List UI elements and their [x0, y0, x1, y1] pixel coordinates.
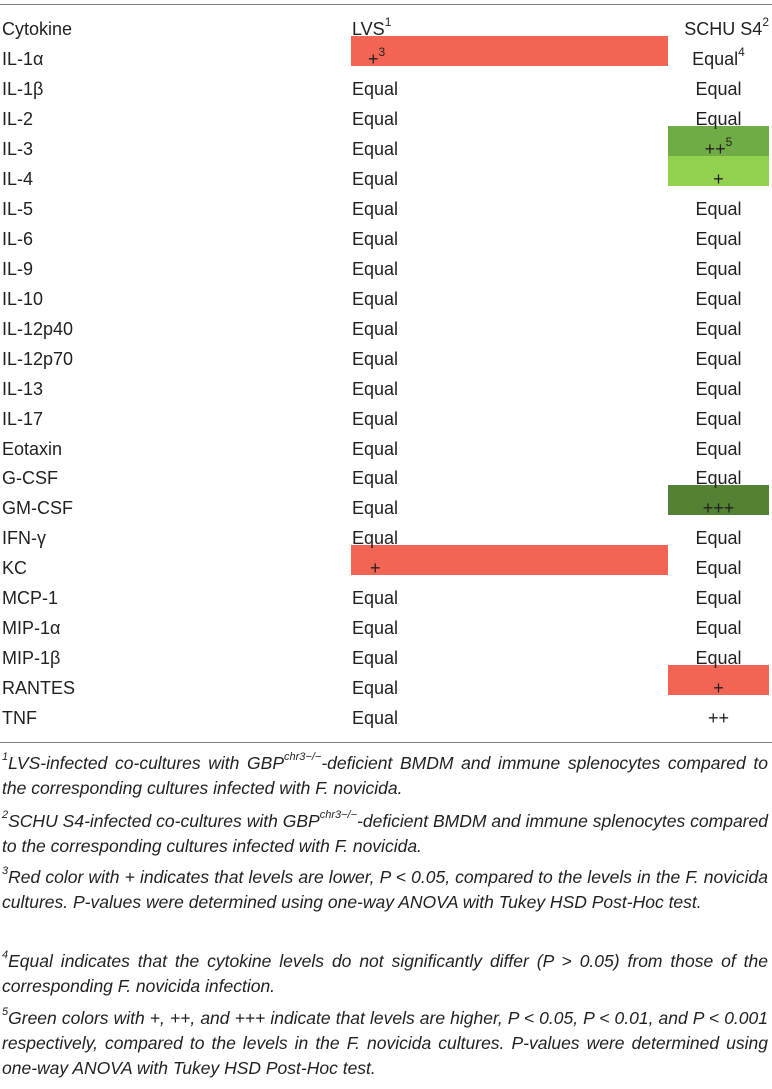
footnote-4: 4Equal indicates that the cytokine level… — [2, 949, 768, 996]
schu-value: + — [713, 678, 724, 698]
lvs-value: Equal — [352, 528, 399, 548]
lvs-value: Equal — [352, 379, 399, 399]
cytokine-name: GM-CSF — [2, 498, 73, 518]
schu-value: ++ — [707, 708, 730, 728]
schu-higher-p05-highlight — [668, 156, 769, 186]
schu-higher-p01-highlight — [668, 126, 769, 156]
schu-value: Equal — [695, 109, 742, 129]
schu-value: Equal — [695, 468, 742, 488]
schu-value: Equal — [695, 648, 742, 668]
cytokine-name: MCP-1 — [2, 588, 59, 608]
bottom-rule — [0, 742, 772, 743]
schu-value: Equal — [695, 409, 742, 429]
cytokine-name: RANTES — [2, 678, 76, 698]
lvs-value: Equal — [352, 618, 399, 638]
cytokine-name: MIP-1α — [2, 618, 61, 638]
cytokine-name: KC — [2, 558, 28, 578]
cytokine-name: IL-2 — [2, 109, 34, 129]
cytokine-name: G-CSF — [2, 468, 58, 488]
lvs-value: Equal — [352, 169, 399, 189]
cytokine-name: IL-9 — [2, 259, 34, 279]
lvs-value: Equal — [352, 229, 399, 249]
cytokine-name: IL-5 — [2, 199, 34, 219]
header-lvs: LVS1 — [352, 15, 392, 39]
lvs-value: +3 — [368, 45, 386, 69]
schu-value: Equal — [695, 319, 742, 339]
lvs-value: Equal — [352, 349, 399, 369]
footnote-3: 3Red color with + indicates that levels … — [2, 865, 768, 912]
schu-value: Equal — [695, 289, 742, 309]
schu-lower-highlight — [668, 665, 769, 695]
schu-value: Equal — [695, 199, 742, 219]
schu-value: +++ — [702, 498, 735, 518]
lvs-value: + — [370, 558, 381, 578]
schu-higher-p001-highlight — [668, 485, 769, 515]
lvs-value: Equal — [352, 498, 399, 518]
lvs-value: Equal — [352, 259, 399, 279]
schu-value: Equal — [695, 528, 742, 548]
lvs-value: Equal — [352, 409, 399, 429]
lvs-value: Equal — [352, 109, 399, 129]
footnote-2: 2SCHU S4-infected co-cultures with GBPch… — [2, 809, 768, 856]
cytokine-name: IL-1β — [2, 79, 44, 99]
schu-value: Equal — [695, 349, 742, 369]
lvs-value: Equal — [352, 79, 399, 99]
schu-value: Equal4 — [692, 45, 745, 69]
footnote-5: 5Green colors with +, ++, and +++ indica… — [2, 1006, 768, 1078]
cytokine-name: IFN-γ — [2, 528, 46, 548]
cytokine-name: IL-12p70 — [2, 349, 74, 369]
schu-value: ++5 — [704, 135, 733, 159]
header-cytokine: Cytokine — [2, 19, 73, 39]
lvs-value: Equal — [352, 648, 399, 668]
lvs-value: Equal — [352, 199, 399, 219]
schu-value: Equal — [695, 229, 742, 249]
header-schu-s4: SCHU S42 — [684, 15, 769, 39]
cytokine-name: IL-10 — [2, 289, 44, 309]
cytokine-name: Eotaxin — [2, 439, 63, 459]
schu-value: Equal — [695, 379, 742, 399]
lvs-value: Equal — [352, 139, 399, 159]
schu-value: Equal — [695, 259, 742, 279]
lvs-value: Equal — [352, 588, 399, 608]
lvs-value: Equal — [352, 319, 399, 339]
cytokine-name: IL-17 — [2, 409, 44, 429]
footnote-1: 1LVS-infected co-cultures with GBPchr3−/… — [2, 751, 768, 798]
cytokine-name: TNF — [2, 708, 37, 728]
cytokine-name: IL-3 — [2, 139, 34, 159]
schu-value: Equal — [695, 439, 742, 459]
lvs-value: Equal — [352, 678, 399, 698]
lvs-lower-highlight — [351, 545, 668, 575]
schu-value: Equal — [695, 558, 742, 578]
cytokine-name: IL-4 — [2, 169, 34, 189]
lvs-lower-highlight — [351, 36, 668, 66]
schu-value: Equal — [695, 588, 742, 608]
lvs-value: Equal — [352, 708, 399, 728]
schu-value: + — [713, 169, 724, 189]
schu-value: Equal — [695, 79, 742, 99]
cytokine-name: IL-13 — [2, 379, 44, 399]
top-rule — [0, 4, 772, 5]
lvs-value: Equal — [352, 289, 399, 309]
lvs-value: Equal — [352, 439, 399, 459]
cytokine-name: IL-6 — [2, 229, 34, 249]
schu-value: Equal — [695, 618, 742, 638]
cytokine-name: MIP-1β — [2, 648, 61, 668]
cytokine-name: IL-1α — [2, 49, 44, 69]
lvs-value: Equal — [352, 468, 399, 488]
cytokine-name: IL-12p40 — [2, 319, 74, 339]
